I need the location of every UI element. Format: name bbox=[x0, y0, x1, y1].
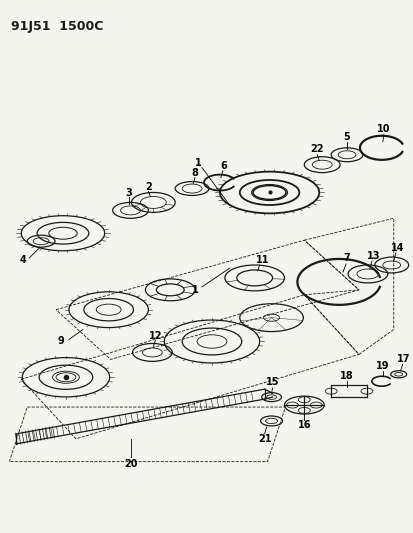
Text: 4: 4 bbox=[20, 255, 26, 265]
Text: 1: 1 bbox=[194, 158, 201, 168]
Text: 20: 20 bbox=[123, 459, 137, 469]
Text: 18: 18 bbox=[339, 372, 353, 381]
Text: 15: 15 bbox=[265, 377, 279, 387]
Text: 91J51  1500C: 91J51 1500C bbox=[11, 20, 103, 33]
Text: 22: 22 bbox=[310, 144, 323, 154]
Text: 3: 3 bbox=[125, 189, 132, 198]
Text: 21: 21 bbox=[257, 434, 271, 444]
Text: 13: 13 bbox=[366, 251, 380, 261]
Text: 14: 14 bbox=[390, 243, 404, 253]
Text: 12: 12 bbox=[148, 330, 162, 341]
Text: 16: 16 bbox=[297, 420, 310, 430]
Text: 17: 17 bbox=[396, 354, 409, 365]
Text: 7: 7 bbox=[343, 253, 349, 263]
Text: 19: 19 bbox=[375, 361, 389, 372]
Text: 10: 10 bbox=[376, 124, 389, 134]
Text: 6: 6 bbox=[220, 160, 227, 171]
Text: 2: 2 bbox=[145, 182, 152, 191]
Text: 1: 1 bbox=[191, 285, 198, 295]
Text: 11: 11 bbox=[255, 255, 269, 265]
Text: 9: 9 bbox=[57, 336, 64, 346]
Text: 8: 8 bbox=[191, 168, 198, 177]
Text: 5: 5 bbox=[343, 132, 349, 142]
